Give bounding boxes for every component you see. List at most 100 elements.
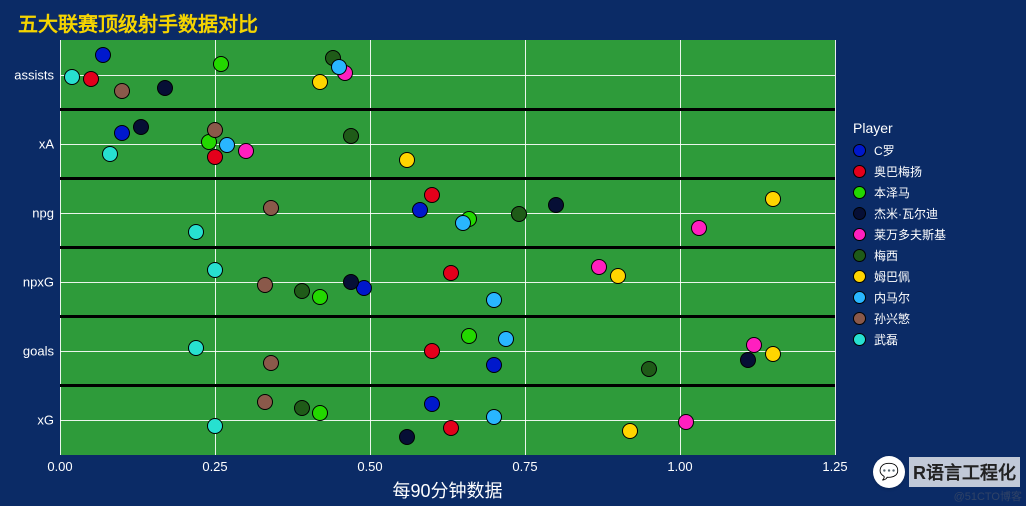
gridline-h: [60, 213, 835, 214]
data-point: [455, 215, 471, 231]
data-point: [746, 337, 762, 353]
data-point: [591, 259, 607, 275]
data-point: [641, 361, 657, 377]
legend-swatch: [853, 228, 866, 241]
data-point: [188, 224, 204, 240]
legend-item: 本泽马: [853, 184, 946, 201]
data-point: [443, 265, 459, 281]
data-point: [740, 352, 756, 368]
panel-separator: [60, 246, 835, 249]
data-point: [461, 328, 477, 344]
chat-icon: 💬: [873, 456, 905, 488]
legend-item: 莱万多夫斯基: [853, 226, 946, 243]
legend-item: 孙兴慜: [853, 310, 946, 327]
legend-label: 孙兴慜: [874, 310, 910, 327]
facet-label: npg: [0, 205, 54, 220]
data-point: [486, 409, 502, 425]
data-point: [343, 128, 359, 144]
data-point: [294, 400, 310, 416]
data-point: [312, 74, 328, 90]
data-point: [412, 202, 428, 218]
data-point: [114, 125, 130, 141]
data-point: [64, 69, 80, 85]
data-point: [765, 191, 781, 207]
x-tick-label: 0.25: [202, 459, 227, 474]
panel-separator: [60, 315, 835, 318]
data-point: [114, 83, 130, 99]
data-point: [486, 357, 502, 373]
chart-root: 五大联赛顶级射手数据对比 assists xA npg npxG goals xG 0.00 0…: [0, 0, 1026, 506]
data-point: [498, 331, 514, 347]
data-point: [765, 346, 781, 362]
data-point: [343, 274, 359, 290]
x-axis-label: 每90分钟数据: [60, 477, 835, 503]
x-tick-label: 0.75: [512, 459, 537, 474]
data-point: [678, 414, 694, 430]
data-point: [207, 418, 223, 434]
legend-item: C罗: [853, 142, 946, 159]
legend-label: 本泽马: [874, 184, 910, 201]
data-point: [548, 197, 564, 213]
legend-item: 梅西: [853, 247, 946, 264]
data-point: [312, 405, 328, 421]
data-point: [157, 80, 173, 96]
data-point: [257, 277, 273, 293]
data-point: [263, 355, 279, 371]
data-point: [207, 262, 223, 278]
data-point: [257, 394, 273, 410]
legend-swatch: [853, 186, 866, 199]
data-point: [219, 137, 235, 153]
legend-item: 内马尔: [853, 289, 946, 306]
data-point: [610, 268, 626, 284]
plot-area: [60, 40, 835, 455]
data-point: [399, 152, 415, 168]
legend-item: 杰米·瓦尔迪: [853, 205, 946, 222]
data-point: [312, 289, 328, 305]
facet-label: xG: [0, 413, 54, 428]
gridline-h: [60, 351, 835, 352]
data-point: [511, 206, 527, 222]
legend-swatch: [853, 291, 866, 304]
legend-swatch: [853, 207, 866, 220]
legend-label: 内马尔: [874, 289, 910, 306]
data-point: [207, 149, 223, 165]
x-tick-label: 0.00: [47, 459, 72, 474]
gridline-h: [60, 144, 835, 145]
facet-label: npxG: [0, 275, 54, 290]
facet-label: xA: [0, 136, 54, 151]
legend-swatch: [853, 165, 866, 178]
legend-swatch: [853, 249, 866, 262]
gridline-h: [60, 75, 835, 76]
legend-title: Player: [853, 120, 946, 136]
legend-label: 梅西: [874, 247, 898, 264]
legend-swatch: [853, 333, 866, 346]
data-point: [424, 187, 440, 203]
panel-separator: [60, 177, 835, 180]
data-point: [424, 343, 440, 359]
legend-label: 武磊: [874, 331, 898, 348]
data-point: [294, 283, 310, 299]
legend-label: C罗: [874, 142, 895, 159]
gridline-v: [835, 40, 836, 455]
facet-label: assists: [0, 67, 54, 82]
x-tick-label: 1.25: [822, 459, 847, 474]
data-point: [331, 59, 347, 75]
x-tick-label: 0.50: [357, 459, 382, 474]
legend-swatch: [853, 144, 866, 157]
data-point: [207, 122, 223, 138]
data-point: [486, 292, 502, 308]
data-point: [238, 143, 254, 159]
legend-swatch: [853, 270, 866, 283]
data-point: [622, 423, 638, 439]
data-point: [95, 47, 111, 63]
data-point: [133, 119, 149, 135]
facet-label: goals: [0, 344, 54, 359]
legend-item: 奥巴梅扬: [853, 163, 946, 180]
watermark: @51CTO博客: [954, 488, 1022, 504]
panel-separator: [60, 384, 835, 387]
panel-separator: [60, 108, 835, 111]
data-point: [443, 420, 459, 436]
chart-title: 五大联赛顶级射手数据对比: [18, 8, 258, 37]
legend: PlayerC罗奥巴梅扬本泽马杰米·瓦尔迪莱万多夫斯基梅西姆巴佩内马尔孙兴慜武磊: [853, 120, 946, 352]
gridline-h: [60, 282, 835, 283]
